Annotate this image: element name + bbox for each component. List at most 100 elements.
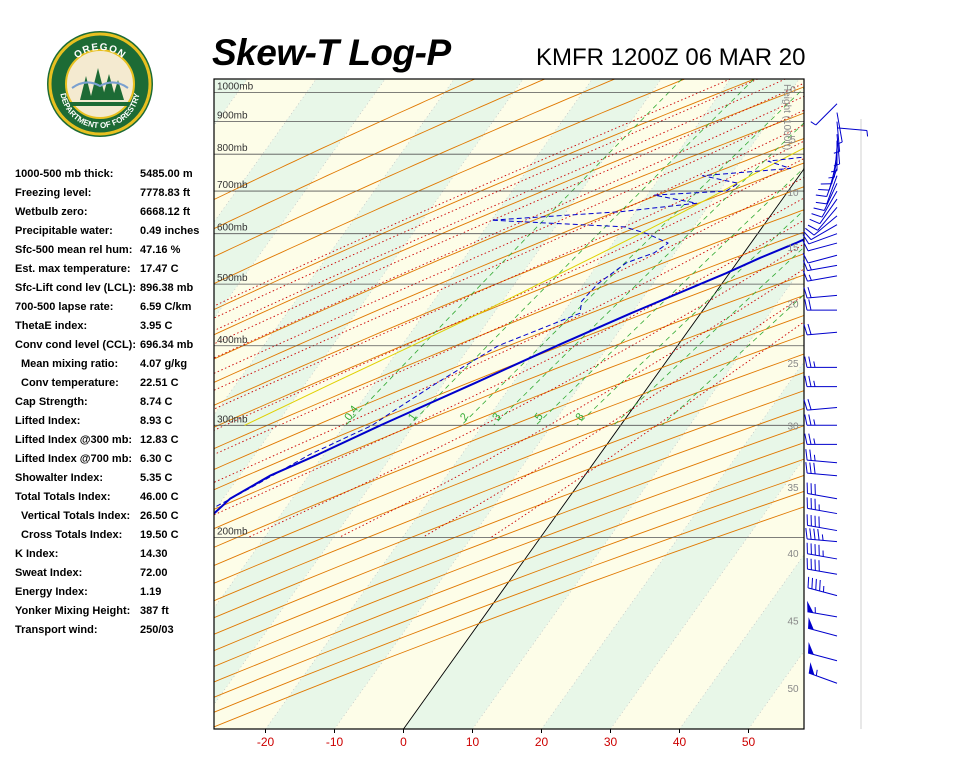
index-row: Conv cond level (CCL): 696.34 mb <box>15 339 215 358</box>
mixing-ratio-line <box>461 87 804 426</box>
index-row: Vertical Totals Index: 26.50 C <box>15 510 215 529</box>
wind-barb-staff <box>807 538 838 543</box>
wind-barb-staff <box>807 587 838 597</box>
wind-barb-half-flag <box>813 419 816 426</box>
index-label: ThetaE index: <box>15 320 88 332</box>
wind-barb-half-flag <box>815 669 818 676</box>
index-row: Freezing level: 7778.83 ft <box>15 187 215 206</box>
index-row: Lifted Index @300 mb: 12.83 C <box>15 434 215 453</box>
wind-barb <box>806 542 838 560</box>
dry-adiabat <box>214 442 804 667</box>
dry-adiabat <box>214 79 755 311</box>
wind-barb-flag <box>802 252 809 264</box>
index-value: 14.30 <box>140 548 168 560</box>
chart-title: Skew-T Log-P <box>212 32 451 73</box>
wind-barb <box>831 140 838 173</box>
isobar-label: 700mb <box>217 180 248 191</box>
mixing-ratio-label: 5 <box>533 411 546 423</box>
wind-barb-flag <box>807 399 812 410</box>
wind-barb-half-flag <box>833 163 840 167</box>
dry-adiabat <box>214 137 804 383</box>
wind-barb-flag <box>813 207 825 211</box>
index-label: Sweat Index: <box>15 567 83 579</box>
height-label: 35 <box>787 483 799 494</box>
wind-barb-flag <box>813 462 816 474</box>
wind-barb-staff <box>807 294 838 299</box>
x-tick-label: -10 <box>326 735 344 749</box>
index-value: 0.49 inches <box>140 225 200 237</box>
index-label: Wetbulb zero: <box>15 206 88 218</box>
index-value: 1.19 <box>140 586 162 598</box>
wind-barb-staff <box>813 215 838 236</box>
wind-barb-flag <box>811 213 823 218</box>
index-row: ThetaE index: 3.95 C <box>15 320 215 339</box>
wind-barb-half-flag <box>821 534 824 541</box>
dry-adiabat <box>214 353 804 584</box>
dry-adiabat <box>214 314 804 548</box>
wind-barb <box>803 224 838 241</box>
wind-barb-flag <box>804 433 808 445</box>
wind-barb-flag <box>807 224 818 231</box>
wind-barb-pennant <box>807 600 814 613</box>
index-label: Lifted Index: <box>15 415 81 427</box>
isotherm-band <box>0 79 109 729</box>
plot-frame <box>213 78 805 730</box>
index-label: Est. max temperature: <box>15 263 131 275</box>
index-label: Precipitable water: <box>15 225 113 237</box>
dry-adiabat <box>214 79 616 258</box>
mixing-ratio-line <box>613 246 804 426</box>
wind-barb-flag <box>803 231 812 240</box>
wind-barb-staff <box>823 183 838 211</box>
wind-barb-staff <box>815 103 838 126</box>
index-row: 700-500 lapse rate: 6.59 C/km <box>15 301 215 320</box>
mixing-ratio-label: 8 <box>573 411 586 423</box>
dry-adiabat <box>214 425 804 652</box>
wind-barb-half-flag <box>808 264 812 271</box>
wind-barb-half-flag <box>810 121 817 126</box>
wind-barb-flag <box>803 324 808 336</box>
wind-barb <box>808 662 838 684</box>
index-label: Sfc-Lift cond lev (LCL): <box>15 282 136 294</box>
dry-adiabat <box>214 186 804 428</box>
mixing-ratio-label: 3 <box>490 411 503 423</box>
wind-barb <box>820 154 838 185</box>
index-label: Showalter Index: <box>15 472 104 484</box>
x-tick-label: 0 <box>400 735 407 749</box>
wind-barb-staff <box>807 611 838 618</box>
wind-barb-staff <box>836 121 841 152</box>
wind-barb-half-flag <box>866 130 869 137</box>
moist-adiabat <box>214 109 804 374</box>
index-row: Wetbulb zero: 6668.12 ft <box>15 206 215 225</box>
wind-barb-half-flag <box>808 274 812 281</box>
index-value: 12.83 C <box>140 434 179 446</box>
index-row: Precipitable water: 0.49 inches <box>15 225 215 244</box>
wind-barb-flag <box>805 462 808 474</box>
height-label: 20 <box>787 300 799 311</box>
wind-barb <box>805 449 838 464</box>
height-label: 0 <box>790 85 796 96</box>
index-row: Energy Index: 1.19 <box>15 586 215 605</box>
index-value: 6.30 C <box>140 453 173 465</box>
index-value: 19.50 C <box>140 529 179 541</box>
wind-barb <box>807 207 838 231</box>
dry-adiabat <box>214 458 804 683</box>
wind-barb <box>802 233 838 245</box>
wind-barb-staff <box>807 627 838 637</box>
index-row: 1000-500 mb thick: 5485.00 m <box>15 168 215 187</box>
dry-adiabat <box>214 390 804 619</box>
mixing-ratio-label: 1 <box>406 411 419 423</box>
wind-barb-half-flag <box>813 380 816 387</box>
wind-barbs <box>802 103 869 684</box>
index-row: Sweat Index: 72.00 <box>15 567 215 586</box>
index-value: 46.00 C <box>140 491 179 503</box>
isotherm-band <box>265 79 800 729</box>
isotherm-band <box>748 651 804 729</box>
index-label: Total Totals Index: <box>15 491 111 503</box>
wind-barb-flag <box>804 299 808 311</box>
wind-barb-flag <box>815 194 827 198</box>
isotherm-line <box>0 79 178 729</box>
index-row: K Index: 14.30 <box>15 548 215 567</box>
index-value: 696.34 mb <box>140 339 194 351</box>
moist-adiabat <box>214 79 731 307</box>
wind-barb-staff <box>836 127 867 131</box>
